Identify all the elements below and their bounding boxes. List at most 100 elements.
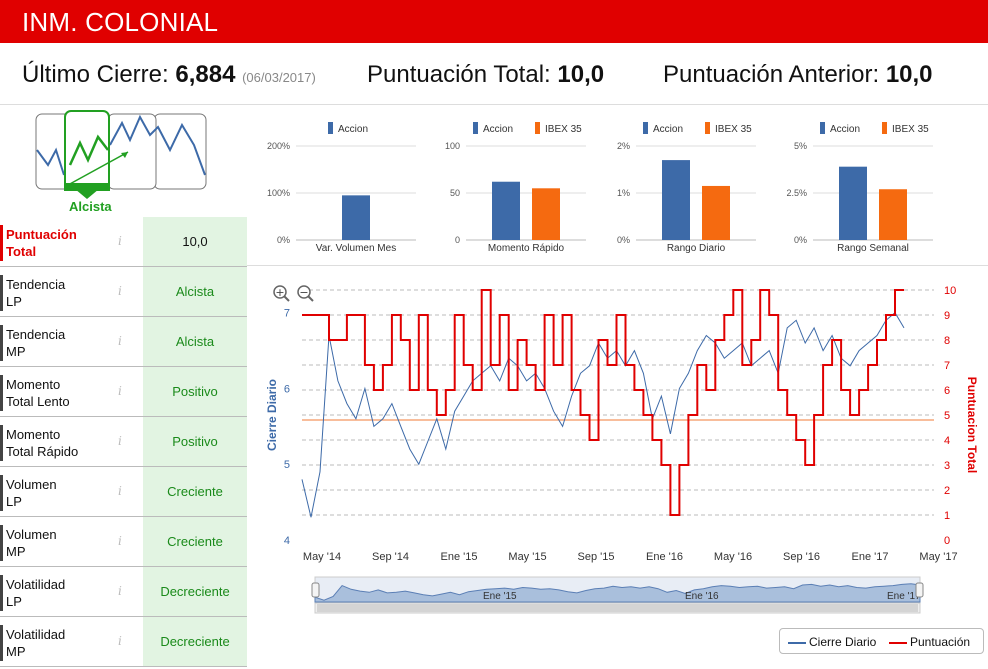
indicator-label-line2: MP — [6, 344, 26, 359]
mini-category-label: Rango Semanal — [837, 243, 909, 254]
info-icon[interactable]: i — [118, 484, 122, 498]
mini-y-tick: 2% — [617, 141, 630, 151]
divider — [247, 265, 988, 266]
mini-y-tick: 0 — [455, 235, 460, 245]
indicator-label-line2: Total Rápido — [6, 444, 79, 459]
navigator-svg[interactable]: Ene '15 Ene '16 Ene '17 — [305, 575, 925, 615]
previous-score: Puntuación Anterior: 10,0 — [663, 61, 933, 89]
indicator-row: Volumen LP i Creciente — [0, 467, 247, 517]
mini-y-tick: 50 — [450, 188, 460, 198]
zoom-out-icon[interactable]: − — [297, 285, 314, 302]
indicator-row: Tendencia MP i Alcista — [0, 317, 247, 367]
info-icon[interactable]: i — [118, 634, 122, 648]
trend-icon — [35, 110, 207, 199]
mini-bar — [702, 185, 730, 240]
zoom-in-icon[interactable]: + — [273, 285, 290, 302]
row-marker — [0, 525, 3, 561]
indicator-label-line1: Volatilidad — [6, 627, 66, 642]
row-marker — [0, 225, 3, 261]
legend-item-puntuacion[interactable]: Puntuación — [889, 635, 970, 649]
navigator-handle[interactable] — [311, 582, 320, 598]
info-icon[interactable]: i — [118, 434, 122, 448]
mini-y-tick: 5% — [794, 141, 807, 151]
navigator-scrollbar-thumb[interactable] — [317, 604, 918, 612]
legend-item-cierre[interactable]: Cierre Diario — [788, 635, 876, 649]
last-close-value: 6,884 — [175, 61, 236, 88]
navigator-tick: Ene '16 — [685, 591, 719, 602]
last-close-label: Último Cierre: — [22, 61, 169, 88]
total-score-value: 10,0 — [557, 61, 605, 88]
trend-icons — [0, 105, 247, 217]
info-icon[interactable]: i — [118, 534, 122, 548]
legend-label-puntuacion: Puntuación — [910, 635, 971, 649]
mini-legend-swatch — [820, 122, 825, 134]
right-axis-tick: 10 — [944, 285, 956, 297]
x-axis-tick: May '16 — [714, 551, 752, 563]
mini-bar — [879, 189, 907, 240]
indicator-label-line2: MP — [6, 644, 26, 659]
info-icon[interactable]: i — [118, 584, 122, 598]
mini-chart: Accion 200% 100% 0% Var. Volumen Mes — [258, 118, 428, 263]
mini-bar — [839, 166, 867, 240]
indicator-label-line1: Tendencia — [6, 327, 66, 342]
score-summary: Último Cierre: 6,884 (06/03/2017) Puntua… — [0, 43, 988, 105]
right-axis-tick: 7 — [944, 360, 950, 372]
indicator-value: Creciente — [143, 517, 247, 566]
indicator-row: Volumen MP i Creciente — [0, 517, 247, 567]
x-axis-tick: Sep '15 — [578, 551, 615, 563]
header-bar: INM. COLONIAL — [0, 0, 988, 43]
info-icon[interactable]: i — [118, 384, 122, 398]
mini-legend-swatch — [328, 122, 333, 134]
mini-legend-swatch — [473, 122, 478, 134]
left-axis-tick: 7 — [284, 308, 290, 320]
mini-chart-svg: Accion IBEX 35 5% 2.5% 0% Rango Semanal — [786, 122, 933, 254]
price-line — [301, 311, 905, 518]
mini-y-tick: 100 — [445, 141, 460, 151]
info-icon[interactable]: i — [118, 334, 122, 348]
total-score-label: Puntuación Total: — [367, 61, 551, 88]
mini-legend-swatch — [643, 122, 648, 134]
svg-text:+: + — [275, 286, 284, 299]
indicator-value: Decreciente — [143, 617, 247, 666]
indicator-value: Creciente — [143, 467, 247, 516]
indicator-value: Alcista — [143, 267, 247, 316]
mini-legend-label: Accion — [338, 124, 368, 135]
indicator-label-line2: Total — [6, 244, 37, 259]
indicator-label-line2: LP — [6, 494, 22, 509]
mini-bar — [532, 188, 560, 240]
x-axis-tick: Ene '17 — [852, 551, 889, 563]
mini-bar — [492, 181, 520, 240]
row-marker — [0, 325, 3, 361]
row-marker — [0, 475, 3, 511]
indicator-label-line1: Momento — [6, 427, 61, 442]
mini-y-tick: 200% — [267, 141, 290, 151]
mini-legend-label: IBEX 35 — [892, 124, 929, 135]
mini-legend-label: IBEX 35 — [715, 124, 752, 135]
mini-legend-label: Accion — [653, 124, 683, 135]
trend-label: Alcista — [69, 199, 112, 214]
indicator-label-line2: LP — [6, 594, 22, 609]
mini-legend-swatch — [882, 122, 887, 134]
indicator-label-line2: MP — [6, 544, 26, 559]
indicator-label: Volumen LP — [6, 476, 111, 510]
mini-legend-label: IBEX 35 — [545, 124, 582, 135]
row-marker — [0, 425, 3, 461]
indicator-value: Positivo — [143, 417, 247, 466]
row-marker — [0, 625, 3, 661]
indicator-row: Volatilidad MP i Decreciente — [0, 617, 247, 667]
indicator-label-line1: Volatilidad — [6, 577, 66, 592]
indicator-value: 10,0 — [143, 217, 247, 266]
chart-navigator[interactable]: Ene '15 Ene '16 Ene '17 — [305, 575, 925, 615]
indicator-label-line1: Volumen — [6, 527, 57, 542]
navigator-handle[interactable] — [915, 582, 924, 598]
indicator-label-line1: Puntuación — [6, 227, 77, 242]
indicator-label-line2: LP — [6, 294, 22, 309]
row-marker — [0, 375, 3, 411]
mini-y-tick: 1% — [617, 188, 630, 198]
info-icon[interactable]: i — [118, 234, 122, 248]
x-axis-tick: Ene '15 — [441, 551, 478, 563]
left-axis-title: Cierre Diario — [265, 379, 279, 451]
info-icon[interactable]: i — [118, 284, 122, 298]
x-axis-tick: May '15 — [508, 551, 546, 563]
